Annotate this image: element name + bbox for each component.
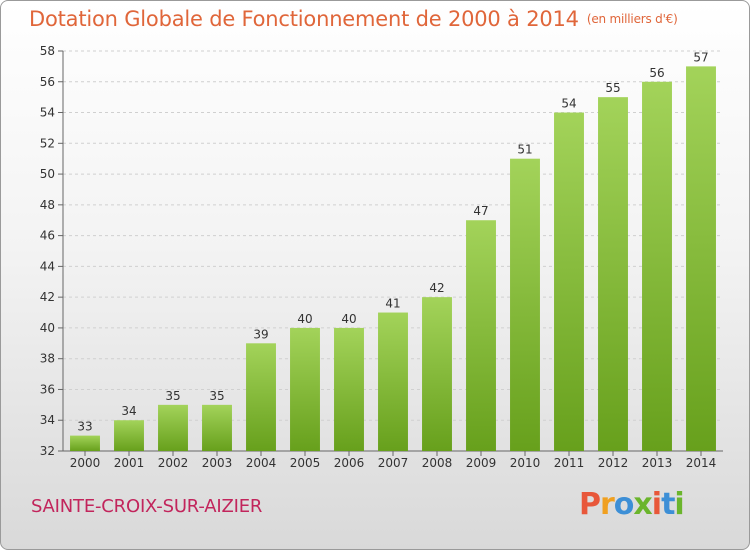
x-tick-label: 2006 xyxy=(334,456,365,470)
y-tick-label: 46 xyxy=(40,229,55,243)
bar-chart: 32 34 36 38 40 42 44 46 48 50 52 54 56 58 2000 2001 2002… xyxy=(40,44,723,470)
x-tick-label: 2011 xyxy=(554,456,585,470)
axes: 32 34 36 38 40 42 44 46 48 50 52 54 56 58 2000 2001 2002… xyxy=(40,44,723,470)
x-tick-label: 2013 xyxy=(642,456,673,470)
proxiti-logo: Proxiti xyxy=(579,487,685,522)
bar-2002 xyxy=(158,404,188,451)
y-tick-label: 50 xyxy=(40,167,55,181)
data-label: 40 xyxy=(341,312,356,326)
data-label: 42 xyxy=(429,281,444,295)
data-label: 33 xyxy=(77,420,92,434)
data-label: 35 xyxy=(209,389,224,403)
bar-2005 xyxy=(290,327,320,451)
data-label: 56 xyxy=(649,66,664,80)
x-tick-label: 2007 xyxy=(378,456,409,470)
bar-2008 xyxy=(422,297,452,451)
bar-2010 xyxy=(510,158,540,451)
bar-2003 xyxy=(202,404,232,451)
x-tick-label: 2008 xyxy=(422,456,453,470)
x-tick-label: 2012 xyxy=(598,456,629,470)
x-tick-label: 2000 xyxy=(70,456,101,470)
logo-letter: t xyxy=(661,487,675,522)
y-tick-label: 56 xyxy=(40,75,55,89)
bar-2009 xyxy=(466,220,496,451)
x-tick-label: 2010 xyxy=(510,456,541,470)
commune-name: SAINTE-CROIX-SUR-AIZIER xyxy=(31,496,263,517)
logo-letter: o xyxy=(613,487,635,522)
data-label: 39 xyxy=(253,327,268,341)
bar-2000 xyxy=(70,435,100,451)
bar-2011 xyxy=(554,112,584,452)
bar-2013 xyxy=(642,81,672,452)
data-label: 40 xyxy=(297,312,312,326)
chart-title: Dotation Globale de Fonctionnement de 20… xyxy=(29,7,678,31)
data-label: 35 xyxy=(165,389,180,403)
bar-2004 xyxy=(246,343,276,451)
x-tick-label: 2004 xyxy=(246,456,277,470)
data-label: 41 xyxy=(385,297,400,311)
y-tick-label: 48 xyxy=(40,198,55,212)
x-tick-label: 2003 xyxy=(202,456,233,470)
data-label: 55 xyxy=(605,81,620,95)
y-tick-label: 34 xyxy=(40,413,55,427)
y-tick-label: 38 xyxy=(40,352,55,366)
bar-2006 xyxy=(334,327,364,451)
chart-subtitle: (en milliers d'€) xyxy=(586,12,678,26)
bar-2007 xyxy=(378,312,408,451)
logo-letter: P xyxy=(579,487,601,522)
x-tick-label: 2009 xyxy=(466,456,497,470)
bars xyxy=(70,66,716,452)
logo-letter: i xyxy=(651,487,662,522)
y-tick-label: 42 xyxy=(40,290,55,304)
y-tick-label: 54 xyxy=(40,106,55,120)
bar-2001 xyxy=(114,420,144,451)
y-tick-label: 36 xyxy=(40,382,55,396)
data-label: 47 xyxy=(473,204,488,218)
logo-letter: r xyxy=(600,487,615,522)
y-tick-label: 44 xyxy=(40,259,55,273)
y-tick-label: 58 xyxy=(40,44,55,58)
x-tick-label: 2001 xyxy=(114,456,145,470)
x-tick-label: 2014 xyxy=(686,456,717,470)
y-tick-label: 52 xyxy=(40,136,55,150)
data-label: 51 xyxy=(517,143,532,157)
data-label: 54 xyxy=(561,97,576,111)
data-label: 34 xyxy=(121,404,136,418)
bar-2014 xyxy=(686,66,716,451)
x-tick-label: 2002 xyxy=(158,456,189,470)
y-tick-label: 40 xyxy=(40,321,55,335)
bar-2012 xyxy=(598,97,628,452)
labels: 33 34 35 35 39 40 40 41 42 47 51 54 55 56 57 xyxy=(77,50,708,433)
x-tick-label: 2005 xyxy=(290,456,321,470)
data-label: 57 xyxy=(693,50,708,64)
y-tick-label: 32 xyxy=(40,444,55,458)
logo-letter: i xyxy=(674,487,684,522)
title-text: Dotation Globale de Fonctionnement de 20… xyxy=(29,7,579,31)
logo-letter: x xyxy=(633,487,652,522)
